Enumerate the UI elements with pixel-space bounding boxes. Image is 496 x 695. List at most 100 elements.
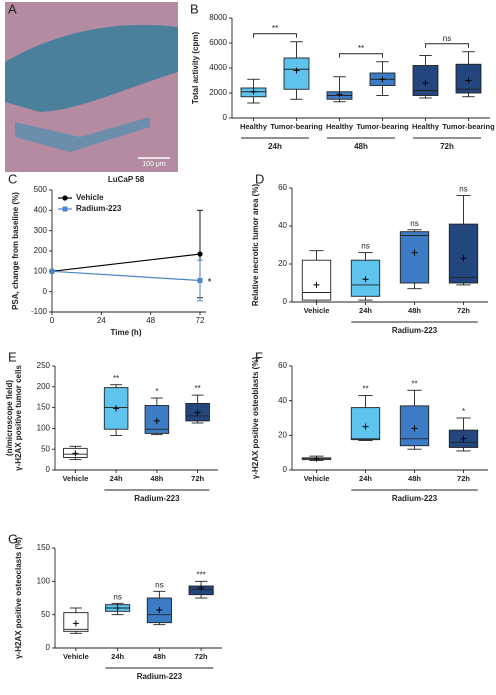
y-tick-label: 100 (37, 424, 51, 433)
mean (313, 455, 320, 462)
box (399, 231, 430, 284)
x-tick-label: 24h (359, 474, 372, 483)
mean (411, 425, 418, 432)
mean (153, 417, 160, 424)
x-tick-label: Healthy (412, 122, 440, 131)
legend-marker (62, 206, 68, 212)
mean (194, 409, 201, 416)
y-tick-label: 200 (37, 382, 51, 391)
x-tick-label: Healthy (240, 122, 268, 131)
tissue-region (5, 24, 178, 112)
x-tick-label: 72h (457, 306, 470, 315)
y-axis-label: Relative necrotic tumor area (%) (251, 184, 260, 307)
x-tick-label: 24h (110, 474, 123, 483)
box (448, 223, 479, 284)
mean (198, 585, 205, 591)
group-label: 72h (440, 142, 454, 151)
chart-title: LuCaP 58 (108, 175, 145, 184)
y-tick-label: 20 (278, 430, 287, 439)
significance-label: ns (361, 242, 369, 251)
panel-letter: G (8, 531, 18, 546)
x-tick-label: 48h (408, 474, 421, 483)
group-label: Radium-223 (134, 494, 180, 503)
y-tick-label: 200 (34, 246, 48, 255)
significance-label: *** (196, 570, 205, 579)
significance-label: ns (410, 219, 418, 228)
y-axis-label: γ-H2AX positive osteoclasts (%) (14, 537, 23, 659)
significance-bracket (253, 33, 297, 38)
x-tick-label: Vehicle (304, 474, 330, 483)
significance-label: ns (443, 34, 451, 43)
mean (379, 76, 386, 83)
significance-label: ns (113, 592, 121, 601)
x-tick-label: 48h (150, 474, 163, 483)
x-tick-label: 48h (408, 306, 421, 315)
legend-label: Vehicle (76, 193, 104, 202)
y-tick-label: 150 (37, 403, 51, 412)
y-tick-label: 100 (37, 576, 51, 585)
significance-bracket (339, 53, 383, 58)
annotation: * (208, 278, 212, 287)
y-tick-label: 0 (283, 297, 288, 306)
x-tick-label: Vehicle (62, 474, 88, 483)
y-tick-label: 50 (41, 610, 50, 619)
y-tick-label: 150 (37, 543, 51, 552)
series-line (51, 270, 201, 282)
panel-letter: E (8, 349, 17, 364)
legend-marker (62, 195, 68, 201)
mean (293, 67, 300, 74)
y-tick-label: 0 (43, 287, 48, 296)
mean (411, 249, 418, 256)
x-tick-label: Vehicle (63, 652, 89, 661)
significance-bracket (425, 43, 469, 48)
significance-label: * (462, 407, 465, 416)
significance-label: ns (155, 580, 163, 589)
significance-label: ** (195, 384, 201, 393)
legend-label: Radium-223 (76, 204, 122, 213)
x-tick-label: 24 (97, 316, 106, 325)
point (197, 251, 203, 257)
y-axis-label: γ-H2AX positive osteoblasts (%) (251, 357, 260, 480)
x-axis-label: Time (h) (111, 328, 142, 337)
panel-letter: A (8, 1, 17, 16)
y-tick-label: 8000 (209, 13, 227, 22)
panel-letter: D (255, 171, 264, 186)
x-tick-label: Tumor-bearing (356, 122, 409, 131)
y-tick-label: 60 (278, 361, 287, 370)
x-tick-label: Vehicle (304, 306, 330, 315)
x-tick-label: 48 (146, 316, 155, 325)
y-tick-label: 60 (278, 183, 287, 192)
group-label: 48h (354, 142, 368, 151)
significance-label: ** (272, 24, 278, 33)
box (283, 57, 310, 90)
y-tick-label: 40 (278, 221, 287, 230)
mean (72, 620, 79, 627)
x-tick-label: 24h (111, 652, 124, 661)
y-tick-label: 6000 (209, 38, 227, 47)
mean (465, 77, 472, 84)
y-axis-label: γ-H2AX positive tumor cells (14, 365, 23, 471)
group-label: Radium-223 (392, 494, 438, 503)
y-tick-label: 0 (223, 113, 228, 122)
x-tick-label: 72h (457, 474, 470, 483)
y-tick-label: -100 (31, 307, 48, 316)
y-tick-label: 0 (283, 465, 288, 474)
mean (250, 88, 257, 95)
group-label: Radium-223 (137, 672, 183, 681)
tissue-region (15, 117, 150, 152)
mean (422, 80, 429, 86)
point (49, 268, 55, 274)
x-tick-label: 72h (195, 652, 208, 661)
panel-letter: B (190, 1, 199, 16)
x-tick-label: 0 (50, 316, 55, 325)
x-tick-label: 24h (359, 306, 372, 315)
panel-letter: F (255, 349, 263, 364)
panel-letter: C (8, 171, 17, 186)
significance-label: ns (459, 185, 467, 194)
mean (313, 281, 320, 288)
y-tick-label: 400 (34, 205, 48, 214)
x-tick-label: Tumor-bearing (270, 122, 323, 131)
scale-bar-label: 100 µm (142, 161, 166, 168)
